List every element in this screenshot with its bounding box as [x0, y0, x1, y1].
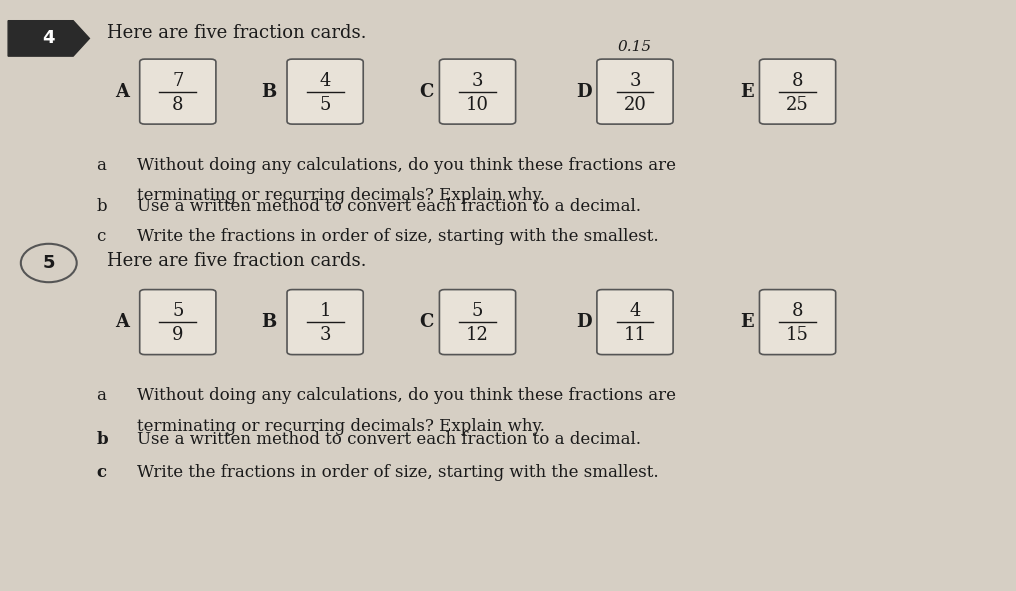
Text: Use a written method to convert each fraction to a decimal.: Use a written method to convert each fra… — [137, 198, 641, 215]
Text: 5: 5 — [172, 303, 184, 320]
Text: 8: 8 — [791, 72, 804, 90]
FancyBboxPatch shape — [439, 290, 515, 355]
Text: C: C — [420, 83, 434, 100]
Text: Use a written method to convert each fraction to a decimal.: Use a written method to convert each fra… — [137, 431, 641, 449]
Text: B: B — [261, 313, 277, 331]
FancyBboxPatch shape — [597, 290, 673, 355]
Text: 4: 4 — [629, 303, 641, 320]
Text: 4: 4 — [43, 30, 55, 47]
Text: c: c — [97, 228, 106, 245]
Text: 15: 15 — [786, 326, 809, 344]
Text: B: B — [261, 83, 277, 100]
Text: 3: 3 — [319, 326, 331, 344]
Text: 7: 7 — [172, 72, 184, 90]
Text: 5: 5 — [471, 303, 484, 320]
FancyBboxPatch shape — [597, 59, 673, 124]
Text: 8: 8 — [791, 303, 804, 320]
FancyBboxPatch shape — [760, 290, 835, 355]
Text: 12: 12 — [466, 326, 489, 344]
FancyBboxPatch shape — [287, 59, 364, 124]
Text: 5: 5 — [43, 254, 55, 272]
FancyBboxPatch shape — [439, 59, 515, 124]
Ellipse shape — [20, 243, 77, 282]
FancyBboxPatch shape — [139, 59, 215, 124]
Text: 4: 4 — [319, 72, 331, 90]
Text: 3: 3 — [629, 72, 641, 90]
Text: 11: 11 — [624, 326, 646, 344]
Text: 8: 8 — [172, 96, 184, 113]
Text: A: A — [115, 83, 129, 100]
FancyBboxPatch shape — [287, 290, 364, 355]
Text: a: a — [97, 157, 107, 174]
Text: Here are five fraction cards.: Here are five fraction cards. — [107, 24, 366, 41]
Text: 3: 3 — [471, 72, 484, 90]
Text: c: c — [97, 464, 107, 481]
Text: E: E — [740, 313, 754, 331]
Text: 10: 10 — [466, 96, 489, 113]
Polygon shape — [8, 21, 89, 56]
Text: 5: 5 — [319, 96, 331, 113]
Text: 25: 25 — [786, 96, 809, 113]
Text: E: E — [740, 83, 754, 100]
Text: b: b — [97, 431, 108, 449]
Text: Write the fractions in order of size, starting with the smallest.: Write the fractions in order of size, st… — [137, 228, 658, 245]
Text: 20: 20 — [624, 96, 646, 113]
Text: Write the fractions in order of size, starting with the smallest.: Write the fractions in order of size, st… — [137, 464, 658, 481]
Text: C: C — [420, 313, 434, 331]
Text: Here are five fraction cards.: Here are five fraction cards. — [107, 252, 366, 270]
Text: 1: 1 — [319, 303, 331, 320]
Text: 0.15: 0.15 — [618, 40, 652, 54]
Text: terminating or recurring decimals? Explain why.: terminating or recurring decimals? Expla… — [137, 418, 545, 435]
Text: 9: 9 — [172, 326, 184, 344]
Text: D: D — [576, 83, 592, 100]
Text: a: a — [97, 387, 107, 404]
Text: terminating or recurring decimals? Explain why.: terminating or recurring decimals? Expla… — [137, 187, 545, 204]
Text: Without doing any calculations, do you think these fractions are: Without doing any calculations, do you t… — [137, 157, 677, 174]
FancyBboxPatch shape — [139, 290, 215, 355]
Text: b: b — [97, 198, 107, 215]
Text: D: D — [576, 313, 592, 331]
FancyBboxPatch shape — [760, 59, 835, 124]
Text: A: A — [115, 313, 129, 331]
Text: Without doing any calculations, do you think these fractions are: Without doing any calculations, do you t… — [137, 387, 677, 404]
